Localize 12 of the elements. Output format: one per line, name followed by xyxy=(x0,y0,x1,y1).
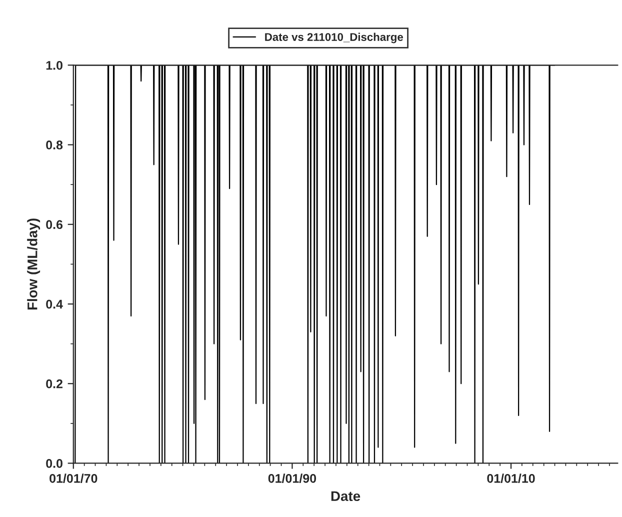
x-tick-label: 01/01/10 xyxy=(487,474,535,483)
legend-label: Date vs 211010_Discharge xyxy=(265,32,403,44)
x-axis-title: Date xyxy=(331,491,360,502)
y-tick-label: 0.6 xyxy=(46,220,63,230)
y-tick-label: 0.4 xyxy=(46,300,63,309)
y-tick-label: 0.2 xyxy=(46,379,62,388)
y-axis-title: Flow (ML/day) xyxy=(27,218,40,310)
y-tick-label: 0.0 xyxy=(46,459,62,468)
y-tick-label: 1.0 xyxy=(46,60,62,70)
y-tick-label: 0.8 xyxy=(46,140,63,150)
x-tick-label: 01/01/70 xyxy=(50,474,98,483)
x-tick-label: 01/01/90 xyxy=(268,474,316,483)
